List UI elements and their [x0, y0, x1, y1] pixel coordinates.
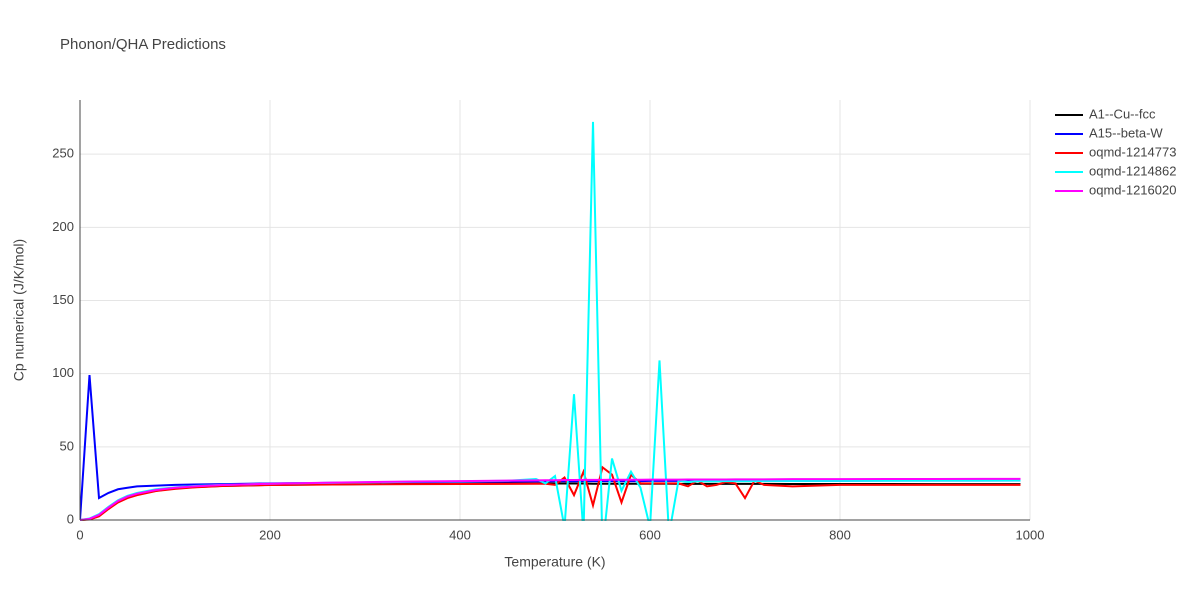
- legend-label: oqmd-1214862: [1089, 163, 1176, 178]
- y-tick-label: 100: [52, 365, 74, 380]
- chart-title: Phonon/QHA Predictions: [60, 36, 226, 53]
- x-tick-label: 800: [829, 527, 851, 542]
- y-tick-label: 0: [67, 511, 74, 526]
- legend-label: oqmd-1216020: [1089, 182, 1176, 197]
- series-line: [80, 482, 1021, 521]
- legend-label: oqmd-1214773: [1089, 144, 1176, 159]
- y-tick-label: 150: [52, 292, 74, 307]
- x-tick-label: 0: [76, 527, 83, 542]
- x-tick-label: 400: [449, 527, 471, 542]
- x-axis-label: Temperature (K): [504, 554, 605, 570]
- x-tick-label: 1000: [1016, 527, 1045, 542]
- y-tick-label: 250: [52, 146, 74, 161]
- y-tick-label: 50: [60, 438, 74, 453]
- y-axis-label: Cp numerical (J/K/mol): [11, 239, 27, 381]
- x-tick-label: 200: [259, 527, 281, 542]
- legend-label: A1--Cu--fcc: [1089, 106, 1156, 121]
- series-line: [80, 375, 1021, 521]
- grid: [79, 100, 1031, 521]
- series-line: [80, 477, 1021, 521]
- plot-area: [80, 121, 1021, 521]
- y-tick-label: 200: [52, 219, 74, 234]
- series-line: [80, 465, 1021, 521]
- legend-label: A15--beta-W: [1089, 125, 1163, 140]
- x-tick-label: 600: [639, 527, 661, 542]
